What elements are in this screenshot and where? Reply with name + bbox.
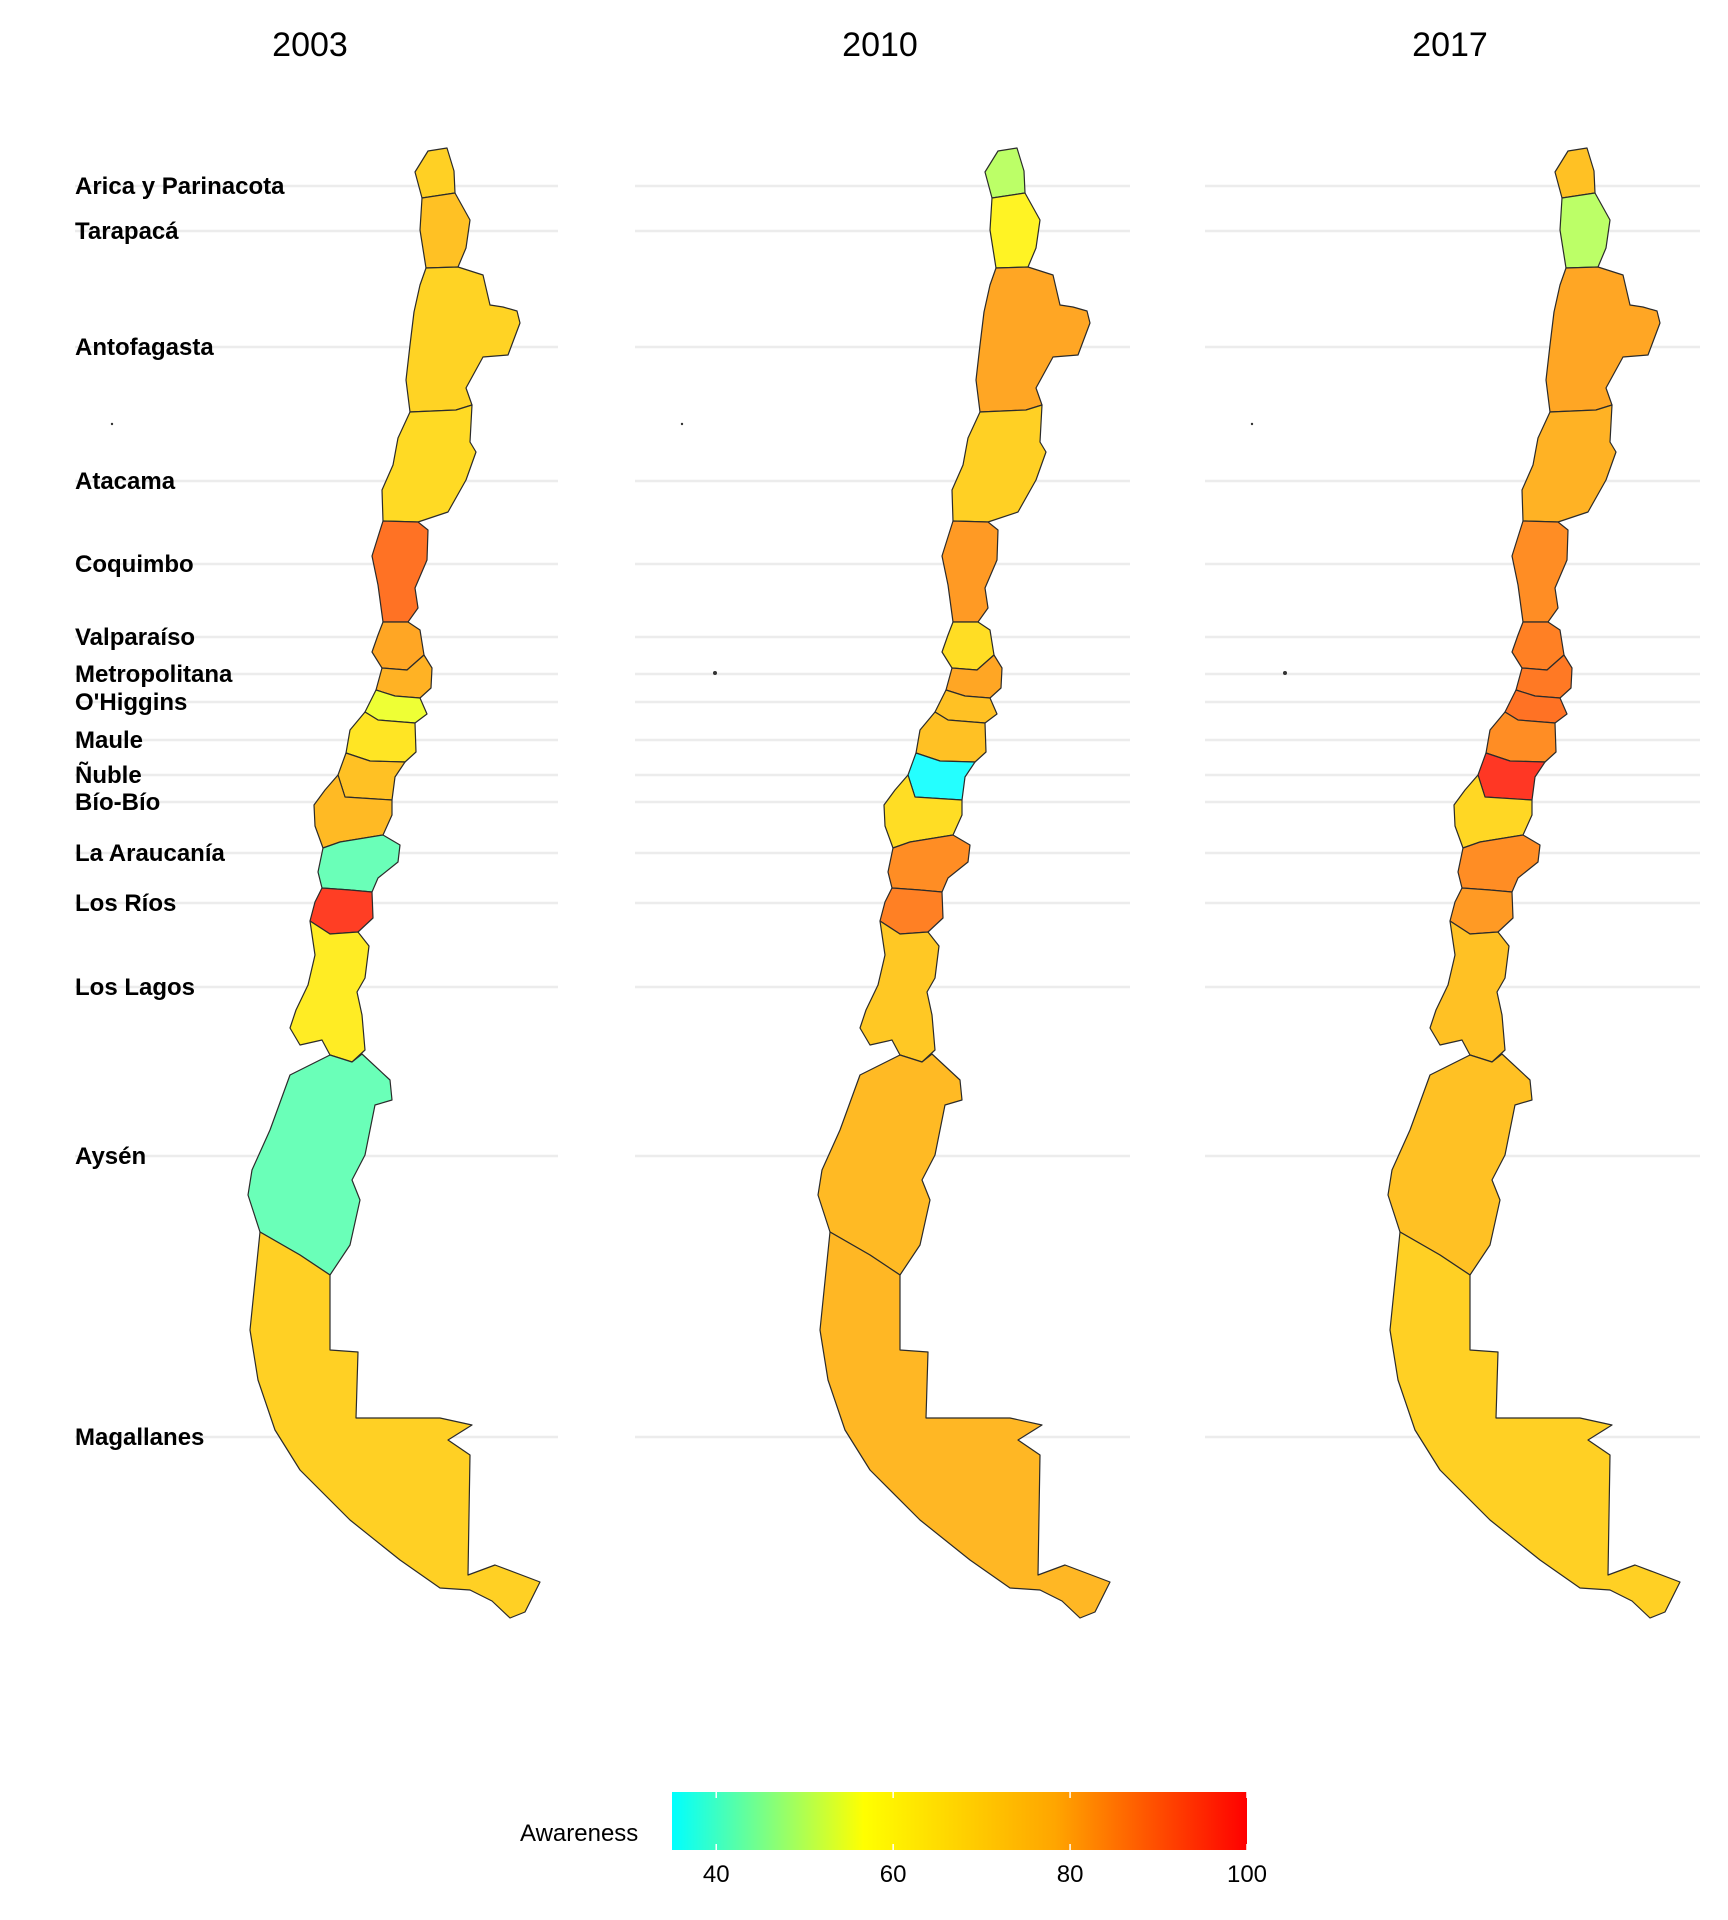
region-label: Maule xyxy=(75,727,143,754)
region-shape xyxy=(1521,404,1617,523)
legend-tick-label: 80 xyxy=(1057,1861,1084,1888)
region-shape xyxy=(419,192,471,269)
legend-colorbar xyxy=(672,1792,1247,1850)
panel-title-2017: 2017 xyxy=(1412,26,1488,64)
panel-title-2010: 2010 xyxy=(842,26,918,64)
region-shape xyxy=(1389,1231,1681,1619)
legend-title: Awareness xyxy=(520,1820,638,1847)
region-shape xyxy=(984,147,1026,199)
legend-tick-label: 60 xyxy=(880,1861,907,1888)
color-legend: Awareness 40 60 80 100 xyxy=(520,1792,1267,1888)
region-shape xyxy=(371,520,429,623)
region-shape xyxy=(941,520,999,623)
island-dot xyxy=(713,671,717,675)
region-shape xyxy=(975,266,1091,413)
region-shape xyxy=(1545,266,1661,413)
region-shape xyxy=(414,147,456,199)
region-label: Valparaíso xyxy=(75,624,195,651)
panel-title-2003: 2003 xyxy=(272,26,348,64)
region-shape xyxy=(817,1053,963,1276)
region-label: Magallanes xyxy=(75,1424,204,1451)
region-shape xyxy=(859,920,940,1063)
region-label: Ñuble xyxy=(75,761,142,789)
panel-titles: 2003 2010 2017 xyxy=(272,26,1488,64)
island-dot xyxy=(1283,671,1287,675)
region-label: Los Lagos xyxy=(75,974,195,1001)
region-label: Aysén xyxy=(75,1143,146,1170)
region-shape xyxy=(819,1231,1111,1619)
region-label: Los Ríos xyxy=(75,890,176,917)
island-dot xyxy=(110,422,114,426)
region-shape xyxy=(381,404,477,523)
island-dot xyxy=(143,671,147,675)
region-labels: Arica y Parinacota Tarapacá Antofagasta Ata… xyxy=(75,173,285,1451)
region-shape xyxy=(887,834,971,893)
region-label: Coquimbo xyxy=(75,551,194,578)
region-label: O'Higgins xyxy=(75,689,187,716)
map-panel-2003 xyxy=(110,147,541,1619)
map-panel-2017 xyxy=(1250,147,1681,1619)
region-label: Metropolitana xyxy=(75,661,233,688)
region-shape xyxy=(249,1231,541,1619)
region-shape xyxy=(1559,192,1611,269)
map-panel-2010 xyxy=(680,147,1111,1619)
region-label: Atacama xyxy=(75,468,176,495)
region-label: Bío-Bío xyxy=(75,789,160,816)
region-shape xyxy=(405,266,521,413)
region-shape xyxy=(1457,834,1541,893)
region-label: Arica y Parinacota xyxy=(75,173,285,200)
region-shape xyxy=(1554,147,1596,199)
legend-tick-label: 100 xyxy=(1227,1861,1267,1888)
region-shape xyxy=(1429,920,1510,1063)
region-shape xyxy=(247,1053,393,1276)
region-maps xyxy=(110,147,1681,1619)
island-dot xyxy=(1250,422,1254,426)
region-shape xyxy=(317,834,401,893)
legend-ticks: 40 60 80 100 xyxy=(703,1792,1267,1888)
region-shape xyxy=(989,192,1041,269)
region-shape xyxy=(289,920,370,1063)
region-label: La Araucanía xyxy=(75,840,225,867)
region-label: Antofagasta xyxy=(75,334,214,361)
region-shape xyxy=(1387,1053,1533,1276)
region-shape xyxy=(951,404,1047,523)
region-shape xyxy=(1511,520,1569,623)
region-label: Tarapacá xyxy=(75,218,179,245)
legend-tick-label: 40 xyxy=(703,1861,730,1888)
island-dot xyxy=(680,422,684,426)
